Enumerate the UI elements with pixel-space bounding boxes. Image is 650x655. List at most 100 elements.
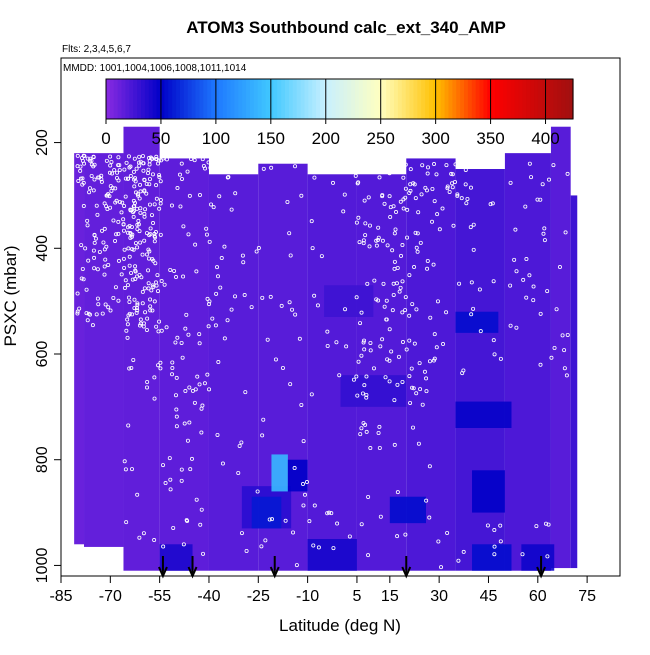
x-tick-label-10: 60 xyxy=(529,588,547,605)
colorbar-step-117 xyxy=(561,79,566,119)
heat-column-1 xyxy=(84,153,124,547)
sample-point-738 xyxy=(545,289,550,294)
sample-point-516 xyxy=(354,220,359,225)
colorbar-step-36 xyxy=(246,79,251,119)
sample-point-368 xyxy=(170,372,175,377)
sample-point-737 xyxy=(562,366,567,371)
sample-point-694 xyxy=(469,280,474,285)
sample-point-660 xyxy=(425,266,430,271)
sample-point-742 xyxy=(464,201,469,206)
sample-point-437 xyxy=(293,164,298,169)
sample-point-362 xyxy=(168,487,173,492)
sample-point-480 xyxy=(418,387,423,392)
sample-point-394 xyxy=(197,332,202,337)
sample-point-703 xyxy=(430,219,435,224)
sample-point-679 xyxy=(512,257,517,262)
sample-point-11 xyxy=(85,223,90,228)
sample-point-705 xyxy=(524,295,529,300)
sample-point-698 xyxy=(540,182,545,187)
sample-point-463 xyxy=(225,318,230,323)
sample-point-377 xyxy=(202,381,207,386)
sample-point-469 xyxy=(287,300,292,305)
sample-point-381 xyxy=(152,396,157,401)
sample-point-594 xyxy=(403,295,408,300)
colorbar-step-8 xyxy=(137,79,142,119)
sample-point-746 xyxy=(529,175,534,180)
x-tick-label-0: -85 xyxy=(49,588,72,605)
sample-point-416 xyxy=(309,219,314,224)
sample-point-534 xyxy=(280,366,285,371)
sample-point-693 xyxy=(549,355,554,360)
sample-point-295 xyxy=(159,279,164,284)
sample-point-784 xyxy=(359,522,364,527)
colorbar-step-99 xyxy=(491,79,496,119)
sample-point-100 xyxy=(143,310,148,315)
sample-point-473 xyxy=(268,294,273,299)
sample-point-457 xyxy=(301,439,306,444)
heat-column-3 xyxy=(159,158,209,571)
sample-point-167 xyxy=(102,264,107,269)
sample-point-227 xyxy=(116,298,121,303)
sample-point-654 xyxy=(358,321,363,326)
sample-point-349 xyxy=(179,467,184,472)
colorbar-step-7 xyxy=(133,79,138,119)
sample-point-735 xyxy=(554,307,559,312)
sample-point-691 xyxy=(432,162,437,167)
sample-point-616 xyxy=(376,225,381,230)
sample-point-61 xyxy=(77,306,82,311)
sample-point-778 xyxy=(316,545,321,550)
chart-subtitle-flights: Flts: 2,3,4,5,6,7 xyxy=(62,44,131,55)
sample-point-288 xyxy=(175,335,180,340)
sample-point-467 xyxy=(412,341,417,346)
sample-point-716 xyxy=(425,258,430,263)
sample-point-374 xyxy=(186,332,191,337)
sample-point-321 xyxy=(145,316,150,321)
sample-point-198 xyxy=(113,285,118,290)
sample-point-579 xyxy=(392,167,397,172)
sample-point-256 xyxy=(107,194,112,199)
sample-point-92 xyxy=(121,222,126,227)
sample-point-528 xyxy=(288,382,293,387)
sample-point-696 xyxy=(450,172,455,177)
sample-point-442 xyxy=(366,494,371,499)
sample-point-606 xyxy=(404,347,409,352)
colorbar-step-63 xyxy=(351,79,356,119)
sample-point-69 xyxy=(84,311,89,316)
sample-point-425 xyxy=(290,307,295,312)
sample-point-384 xyxy=(153,235,158,240)
sample-point-475 xyxy=(341,209,346,214)
sample-point-231 xyxy=(133,190,138,195)
colorbar-step-71 xyxy=(382,79,387,119)
sample-point-212 xyxy=(85,156,90,161)
sample-point-495 xyxy=(416,441,421,446)
sample-point-761 xyxy=(311,543,316,548)
sample-point-3 xyxy=(102,272,107,277)
sample-point-77 xyxy=(94,203,99,208)
sample-point-435 xyxy=(399,253,404,258)
sample-point-634 xyxy=(388,205,393,210)
colorbar: 0 50 100 150 200 250 300 350 400 xyxy=(101,78,574,148)
sample-point-449 xyxy=(354,295,359,300)
sample-point-309 xyxy=(125,225,130,230)
y-axis-label: PSXC (mbar) xyxy=(1,245,20,346)
sample-point-222 xyxy=(95,296,100,301)
sample-point-358 xyxy=(179,478,184,483)
heat-column-0 xyxy=(74,153,85,545)
sample-point-767 xyxy=(259,544,264,549)
sample-point-208 xyxy=(116,163,121,168)
sample-point-27 xyxy=(117,168,122,173)
sample-point-169 xyxy=(123,278,128,283)
colorbar-step-84 xyxy=(432,79,438,119)
sample-point-440 xyxy=(362,198,367,203)
sample-point-410 xyxy=(430,187,435,192)
sample-point-250 xyxy=(101,240,106,245)
sample-point-315 xyxy=(174,424,179,429)
colorbar-step-24 xyxy=(199,79,204,119)
sample-point-667 xyxy=(492,352,497,357)
sample-point-281 xyxy=(147,159,152,164)
sample-point-322 xyxy=(192,400,197,405)
sample-point-294 xyxy=(138,210,143,215)
sample-point-501 xyxy=(410,385,415,390)
sample-point-264 xyxy=(131,198,136,203)
sample-point-81 xyxy=(135,206,140,211)
